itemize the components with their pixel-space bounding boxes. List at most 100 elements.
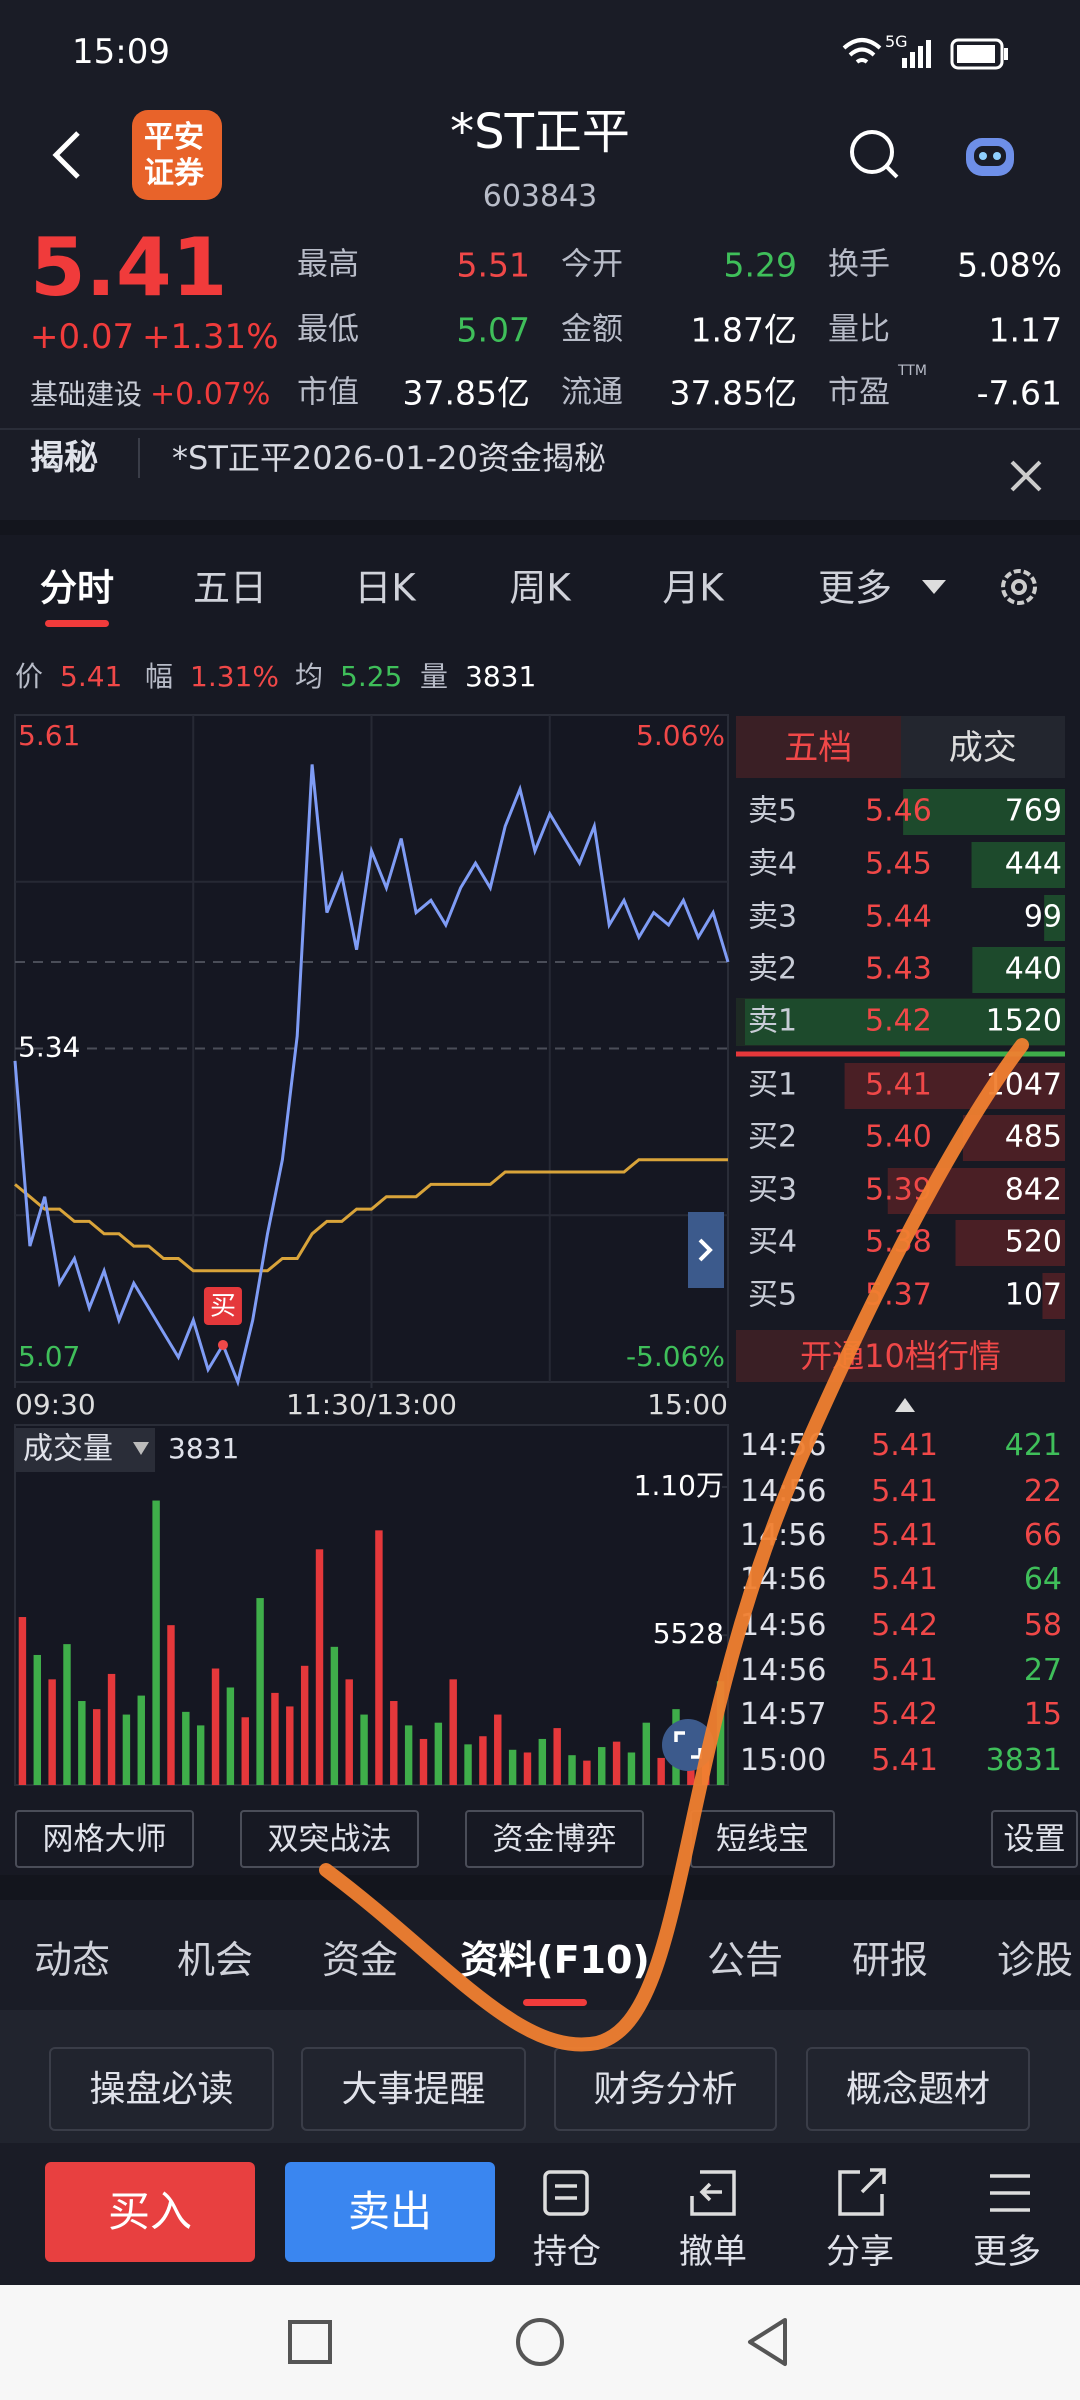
price-line	[13, 764, 730, 1387]
book-label: 买3	[748, 1173, 797, 1208]
stat-label: 量比	[828, 311, 890, 348]
volume-bar	[122, 1714, 131, 1785]
depth-bar	[903, 789, 1065, 835]
news-text[interactable]: *ST正平2026-01-20资金揭秘	[172, 439, 606, 477]
action-label[interactable]: 分享	[826, 2232, 894, 2272]
settings-button[interactable]	[995, 563, 1043, 611]
trade-volume: 22	[1023, 1474, 1062, 1509]
chart-tab[interactable]: 周K	[509, 566, 571, 610]
book-label: 卖5	[748, 794, 797, 829]
book-volume: 1520	[986, 1004, 1062, 1039]
volume-bar	[449, 1679, 457, 1785]
volume-bar	[404, 1725, 413, 1785]
book-volume: 842	[1005, 1173, 1062, 1208]
book-tab-bg[interactable]	[736, 716, 901, 778]
book-volume: 444	[1005, 847, 1062, 882]
sub-label[interactable]: 财务分析	[593, 2069, 738, 2110]
search-button[interactable]	[845, 125, 905, 185]
sell-label[interactable]: 卖出	[347, 2187, 433, 2236]
buy-button[interactable]	[45, 2162, 255, 2262]
buy-marker: 买	[210, 1291, 236, 1321]
buy-label[interactable]: 买入	[107, 2187, 193, 2236]
buy-marker-bg	[203, 1286, 242, 1325]
action-label[interactable]: 持仓	[533, 2232, 601, 2272]
chart-tab[interactable]: 月K	[662, 566, 724, 610]
status-icons	[842, 38, 1008, 70]
depth-bar	[971, 842, 1065, 888]
sector: 基础建设	[30, 378, 143, 411]
chart-tab[interactable]: 分时	[40, 566, 114, 610]
book-price: 5.44	[865, 900, 932, 935]
stat-label: 最低	[297, 311, 359, 348]
action-icons	[543, 2168, 1030, 2216]
action-label[interactable]: 撤单	[679, 2232, 747, 2272]
separator	[138, 438, 140, 478]
book-label: 买5	[748, 1278, 797, 1313]
volume-bar	[538, 1738, 547, 1785]
stat-label: 金额	[561, 311, 623, 348]
chart-tab[interactable]: 更多	[818, 566, 892, 610]
sell-button[interactable]	[285, 2162, 495, 2262]
last-price: 5.41	[30, 221, 228, 314]
tab-indicator	[45, 620, 109, 627]
volume-current: 3831	[168, 1432, 239, 1465]
volume-bar	[63, 1644, 71, 1785]
book-tab-bg[interactable]	[900, 716, 1065, 778]
volume-bar	[390, 1701, 398, 1785]
section-tab[interactable]: 机会	[176, 1938, 254, 1982]
volume-bar	[182, 1711, 190, 1785]
assistant-button[interactable]	[960, 128, 1020, 184]
buy-point	[217, 1339, 228, 1350]
volume-dropdown	[133, 1442, 149, 1455]
sub-label[interactable]: 大事提醒	[341, 2069, 486, 2110]
chart-tab[interactable]: 日K	[354, 566, 416, 610]
tool-label[interactable]: 网格大师	[42, 1821, 167, 1858]
x-tick-label: 15:00	[647, 1388, 728, 1421]
sub-button[interactable]	[49, 2047, 274, 2131]
volume-bar	[330, 1646, 339, 1785]
back-nav-button[interactable]	[748, 2318, 787, 2366]
book-price: 5.40	[865, 1120, 932, 1155]
stat-value: 1.87亿	[690, 310, 797, 350]
volume-bar	[494, 1714, 502, 1785]
volume-bar	[152, 1500, 160, 1785]
back-button[interactable]	[40, 125, 100, 185]
volume-bar	[256, 1598, 264, 1785]
volume-bar	[315, 1549, 324, 1785]
info-label: 价	[15, 660, 44, 693]
volume-bar	[464, 1744, 472, 1785]
book-volume: 99	[1024, 900, 1062, 935]
volume-bar	[434, 1722, 443, 1785]
info-label: 均	[295, 660, 324, 693]
fullscreen-button	[662, 1719, 714, 1771]
section-tab[interactable]: 动态	[33, 1938, 111, 1982]
stat-sup: TTM	[898, 363, 927, 379]
sub-label[interactable]: 概念题材	[845, 2069, 991, 2110]
book-price: 5.42	[865, 1004, 932, 1039]
sub-label[interactable]: 操盘必读	[89, 2069, 234, 2110]
home-button[interactable]	[516, 2318, 564, 2366]
trade-volume: 66	[1023, 1518, 1062, 1553]
action-label[interactable]: 更多	[973, 2232, 1041, 2272]
volume-bar	[196, 1725, 205, 1785]
stat-value: 5.08%	[957, 245, 1062, 285]
volume-bar	[598, 1747, 606, 1785]
chart-tab[interactable]: 五日	[193, 566, 267, 610]
logo-text: 证券	[144, 156, 204, 191]
volume-bar	[375, 1530, 383, 1785]
book-price: 5.45	[865, 847, 932, 882]
trade-volume: 64	[1023, 1562, 1062, 1597]
depth-bar	[972, 947, 1065, 993]
depth-bar	[1044, 895, 1065, 941]
stat-label: 最高	[297, 246, 359, 283]
recent-button[interactable]	[288, 2320, 332, 2364]
volume-tick-label: 1.10万	[634, 1469, 724, 1502]
volume-bar	[553, 1728, 561, 1785]
tool-button[interactable]	[15, 1810, 194, 1868]
y2-tick-label: -5.06%	[626, 1340, 725, 1373]
book-tab[interactable]: 成交	[948, 728, 1017, 768]
book-label: 卖2	[748, 952, 797, 987]
book-tab[interactable]: 五档	[784, 728, 853, 768]
close-button[interactable]	[1008, 458, 1044, 494]
